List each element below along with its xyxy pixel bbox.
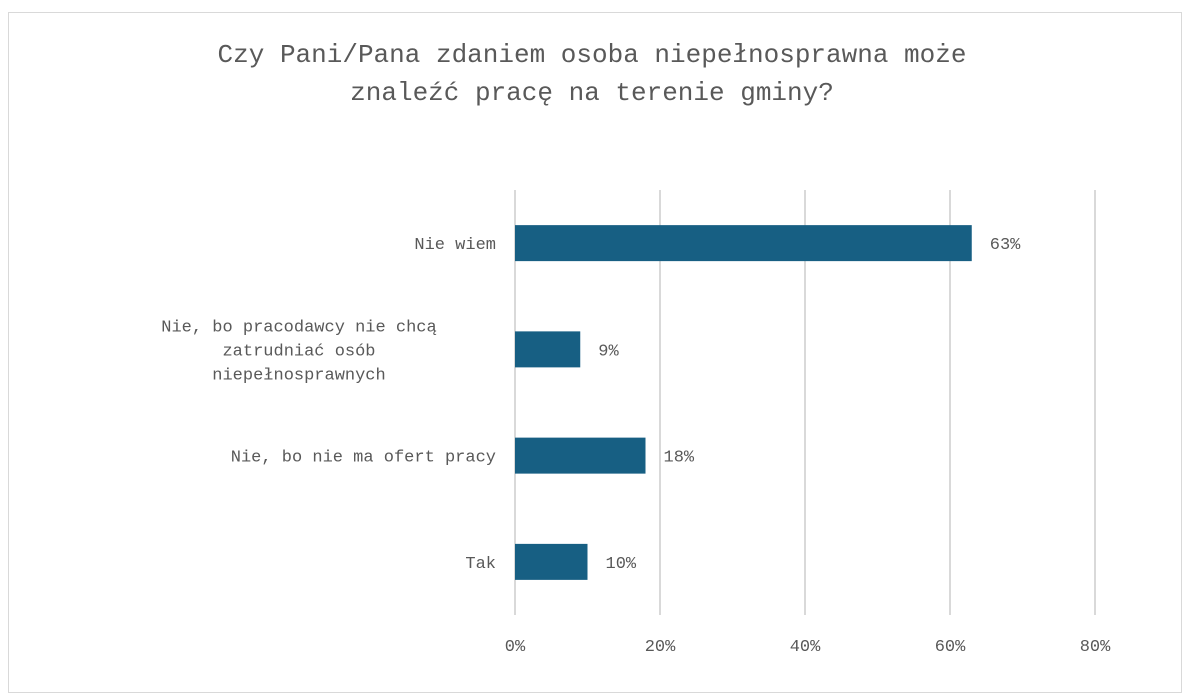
bar: [515, 331, 581, 368]
bar: [515, 543, 588, 580]
category-label-line: zatrudniać osób: [222, 342, 375, 361]
category-label-line: Nie wiem: [414, 236, 496, 255]
category-label-line: Tak: [465, 555, 496, 574]
x-tick-label: 0%: [505, 638, 526, 657]
bar: [515, 437, 646, 474]
category-label: Nie, bo pracodawcy nie chcą zatrudniać os…: [161, 318, 436, 385]
category-labels: Nie wiem Nie, bo pracodawcy nie chcą zatru…: [161, 236, 496, 574]
x-tick-label: 60%: [935, 638, 966, 657]
bar: [515, 225, 972, 262]
chart-frame: [8, 12, 1182, 693]
bars: [515, 225, 972, 580]
chart-title-line-2: znaleźć pracę na terenie gminy?: [350, 78, 834, 108]
category-label: Tak: [465, 555, 496, 574]
category-label-line: Nie, bo nie ma ofert pracy: [231, 449, 496, 468]
category-label: Nie, bo nie ma ofert pracy: [231, 449, 496, 468]
category-label: Nie wiem: [414, 236, 496, 255]
category-label-line: niepełnosprawnych: [212, 366, 385, 385]
category-label-line: Nie, bo pracodawcy nie chcą: [161, 318, 436, 337]
data-label: 63%: [990, 236, 1021, 255]
data-label: 9%: [598, 342, 619, 361]
data-label: 10%: [606, 555, 637, 574]
data-labels: 63% 9% 18% 10%: [598, 236, 1021, 574]
chart-title: Czy Pani/Pana zdaniem osoba niepełnospra…: [0, 36, 1184, 112]
x-tick-label: 80%: [1080, 638, 1111, 657]
data-label: 18%: [664, 449, 695, 468]
x-tick-label: 40%: [790, 638, 821, 657]
x-tick-label: 20%: [645, 638, 676, 657]
x-tick-labels: 0% 20% 40% 60% 80%: [505, 638, 1111, 657]
chart-title-line-1: Czy Pani/Pana zdaniem osoba niepełnospra…: [217, 40, 967, 70]
